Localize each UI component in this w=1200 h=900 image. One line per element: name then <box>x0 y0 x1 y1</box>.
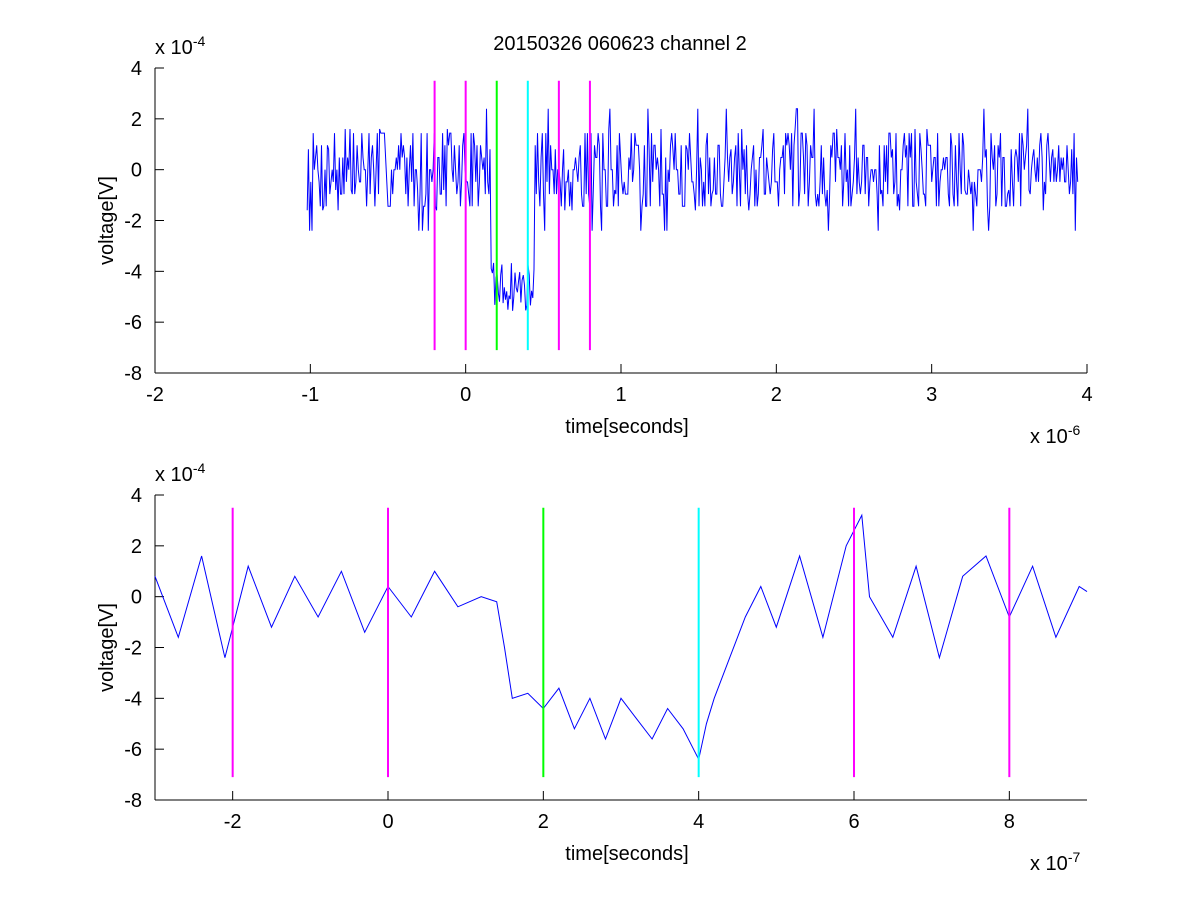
chart-1-x-tick-label: 6 <box>848 811 859 833</box>
chart-1-x-axis-label: time[seconds] <box>565 843 688 865</box>
chart-0-x-tick-label: -2 <box>146 384 164 406</box>
chart-1-x-tick-label: 0 <box>382 811 393 833</box>
figure-title: 20150326 060623 channel 2 <box>493 33 747 55</box>
chart-0-y-tick-label: -4 <box>124 261 142 283</box>
chart-0-y-tick-label: -2 <box>124 211 142 233</box>
top-plot: -2 -1 0 1 2 3 4 -8 -6 -4 -2 0 2 4 time[seconds] voltage… <box>96 33 1093 448</box>
chart-0-signal-line <box>306 108 1079 311</box>
chart-1-y-tick-label: 2 <box>131 536 142 558</box>
chart-1-y-exponent: x 10-4 <box>155 460 205 486</box>
chart-1-x-tick-label: -2 <box>224 811 242 833</box>
chart-0-x-exponent: x 10-6 <box>1030 422 1080 448</box>
chart-0-y-tick-label: 0 <box>131 160 142 182</box>
chart-0-y-tick-label: 4 <box>131 58 142 80</box>
chart-1-x-exponent: x 10-7 <box>1030 849 1080 875</box>
chart-1-x-tick-label: 4 <box>693 811 704 833</box>
chart-1-signal-line <box>154 513 1088 761</box>
chart-0-x-axis-label: time[seconds] <box>565 416 688 438</box>
chart-0-y-exponent: x 10-4 <box>155 33 205 59</box>
chart-0-y-tick-label: -6 <box>124 312 142 334</box>
chart-1-x-tick-label: 2 <box>538 811 549 833</box>
chart-0-y-tick-label: -8 <box>124 363 142 385</box>
chart-1-y-axis-label: voltage[V] <box>96 603 118 692</box>
chart-1-y-tick-label: -2 <box>124 638 142 660</box>
chart-1-y-tick-label: -8 <box>124 790 142 812</box>
chart-1-x-tick-label: 8 <box>1004 811 1015 833</box>
bottom-plot: -2 0 2 4 6 8-8-6-4-2024time[seconds]voltage[V… <box>96 460 1088 875</box>
chart-1-y-tick-label: 0 <box>131 587 142 609</box>
chart-0-x-tick-label: 3 <box>926 384 937 406</box>
chart-0-x-tick-label: 4 <box>1081 384 1092 406</box>
chart-1-y-tick-label: -6 <box>124 739 142 761</box>
chart-0-x-tick-label: 1 <box>615 384 626 406</box>
chart-0-x-tick-label: 0 <box>460 384 471 406</box>
chart-0-y-tick-label: 2 <box>131 109 142 131</box>
chart-0-x-tick-label: 2 <box>771 384 782 406</box>
chart-1-y-tick-label: 4 <box>131 485 142 507</box>
chart-0-y-axis-label: voltage[V] <box>96 176 118 265</box>
chart-0-x-tick-label: -1 <box>301 384 319 406</box>
chart-1-y-tick-label: -4 <box>124 688 142 710</box>
